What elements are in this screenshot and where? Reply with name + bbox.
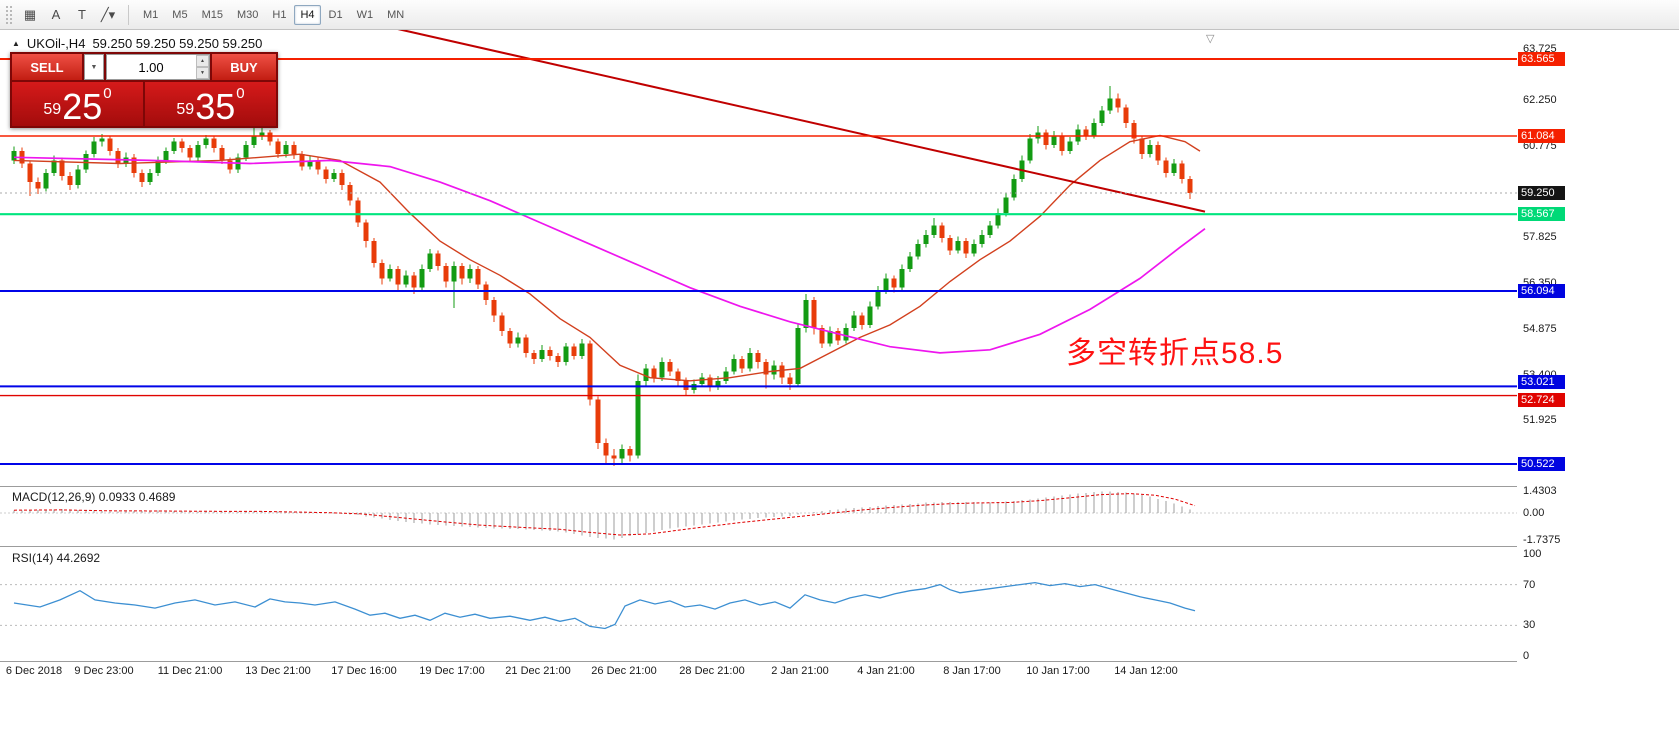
price-badge: 56.094 (1518, 283, 1565, 298)
time-label: 9 Dec 23:00 (74, 665, 134, 677)
time-axis-separator (0, 661, 1679, 662)
rsi-panel-separator[interactable] (0, 546, 1679, 547)
rsi-tick: 100 (1523, 548, 1542, 560)
one-click-trade-panel: SELL ▼ ▲ ▼ BUY 59 25 0 59 35 0 (10, 52, 278, 128)
price-badge: 50.522 (1518, 456, 1565, 471)
macd-tick: 1.4303 (1523, 484, 1557, 497)
time-axis[interactable]: 6 Dec 2018 9 Dec 23:00 11 Dec 21:00 13 Dec … (0, 662, 1517, 682)
time-label: 8 Jan 17:00 (943, 665, 1001, 677)
sell-price-sup: 0 (103, 85, 112, 102)
timeframe-m30[interactable]: M30 (236, 8, 259, 21)
time-label: 26 Dec 21:00 (591, 665, 657, 677)
spin-down-icon[interactable]: ▼ (196, 67, 209, 79)
time-label: 4 Jan 21:00 (857, 665, 915, 677)
ohlc-values: 59.250 59.250 59.250 59.250 (92, 36, 263, 51)
sell-button[interactable]: SELL (12, 54, 82, 80)
buy-button[interactable]: BUY (212, 54, 276, 80)
rsi-indicator-label: RSI(14) 44.2692 (12, 551, 101, 565)
macd-tick: -1.7375 (1523, 533, 1561, 546)
price-axis[interactable]: 63.72562.25060.77557.82556.35054.87553.4… (1517, 30, 1679, 682)
time-label: 21 Dec 21:00 (505, 665, 571, 677)
time-label: 14 Jan 12:00 (1114, 665, 1178, 677)
timeframe-buttons-group: M1 M5 M15 M30 H1 H4 D1 W1 MN (136, 4, 411, 25)
timeframe-m15[interactable]: M15 (201, 8, 223, 21)
price-badge: 53.021 (1518, 375, 1565, 390)
timeframe-w1[interactable]: W1 (356, 8, 374, 21)
spin-up-icon[interactable]: ▲ (196, 55, 209, 67)
chart-annotation: 多空转折点58.5 (1066, 337, 1284, 370)
macd-tick: 0.00 (1523, 507, 1545, 519)
price-tick: 62.250 (1523, 93, 1557, 106)
one-click-trading-toggle-icon[interactable]: ▲ (12, 39, 20, 48)
chart-shift-marker-icon[interactable]: ▽ (1206, 33, 1215, 45)
sell-price-prefix: 59 (43, 101, 62, 118)
line-tools-icon[interactable]: ╱▾ (100, 6, 116, 22)
time-label: 10 Jan 17:00 (1026, 665, 1090, 677)
sell-price-button[interactable]: 59 25 0 (12, 82, 143, 126)
drawing-tools-group: ▦ A T ╱▾ (17, 4, 121, 26)
time-label: 2 Jan 21:00 (771, 665, 829, 677)
chart-header: ▲ UKOil-,H4 59.250 59.250 59.250 59.250 (12, 36, 262, 51)
time-label: 19 Dec 17:00 (419, 665, 485, 677)
time-label: 11 Dec 21:00 (157, 665, 223, 677)
text-box-icon[interactable]: T (78, 7, 86, 22)
timeframe-d1[interactable]: D1 (328, 8, 343, 21)
crosshair-grid-icon[interactable]: ▦ (23, 6, 37, 22)
text-label-icon[interactable]: A (51, 7, 61, 22)
macd-panel-separator[interactable] (0, 486, 1679, 487)
buy-price-sup: 0 (236, 85, 245, 102)
price-badge: 63.565 (1518, 52, 1565, 66)
rsi-tick: 70 (1523, 578, 1536, 591)
timeframe-mn[interactable]: MN (387, 8, 405, 21)
volume-dropdown-button[interactable]: ▼ (84, 54, 104, 80)
volume-input[interactable] (106, 54, 210, 80)
chart-canvas[interactable] (0, 0, 1517, 731)
sell-price-big: 25 (62, 85, 103, 127)
price-badge: 52.724 (1518, 392, 1565, 407)
price-tick: 54.875 (1523, 322, 1557, 335)
rsi-tick: 0 (1523, 650, 1530, 662)
timeframe-h4[interactable]: H4 (294, 4, 321, 25)
price-tick: 51.925 (1523, 414, 1557, 427)
caret-down-icon: ▼ (90, 63, 98, 71)
buy-price-button[interactable]: 59 35 0 (145, 82, 276, 126)
time-label: 6 Dec 2018 (5, 665, 63, 677)
toolbar-grip[interactable] (5, 4, 12, 25)
timeframe-m5[interactable]: M5 (172, 8, 188, 21)
buy-price-big: 35 (195, 85, 236, 127)
toolbar-separator (128, 4, 129, 25)
buy-price-prefix: 59 (176, 101, 195, 118)
volume-spinner: ▲ ▼ (196, 55, 209, 79)
timeframe-m1[interactable]: M1 (143, 8, 159, 21)
price-badge: 58.567 (1518, 207, 1565, 222)
toolbar: ▦ A T ╱▾ M1 M5 M15 M30 H1 H4 D1 W1 MN (0, 0, 1679, 30)
price-badge: 61.084 (1518, 129, 1565, 144)
time-label: 17 Dec 16:00 (331, 665, 397, 677)
symbol-label: UKOil-,H4 (26, 36, 86, 51)
time-label: 13 Dec 21:00 (245, 665, 311, 677)
timeframe-h1[interactable]: H1 (272, 8, 287, 21)
price-badge: 59.250 (1518, 185, 1565, 200)
time-label: 28 Dec 21:00 (679, 665, 745, 677)
price-tick: 57.825 (1523, 231, 1557, 244)
rsi-tick: 30 (1523, 619, 1536, 632)
macd-indicator-label: MACD(12,26,9) 0.0933 0.4689 (12, 490, 176, 504)
